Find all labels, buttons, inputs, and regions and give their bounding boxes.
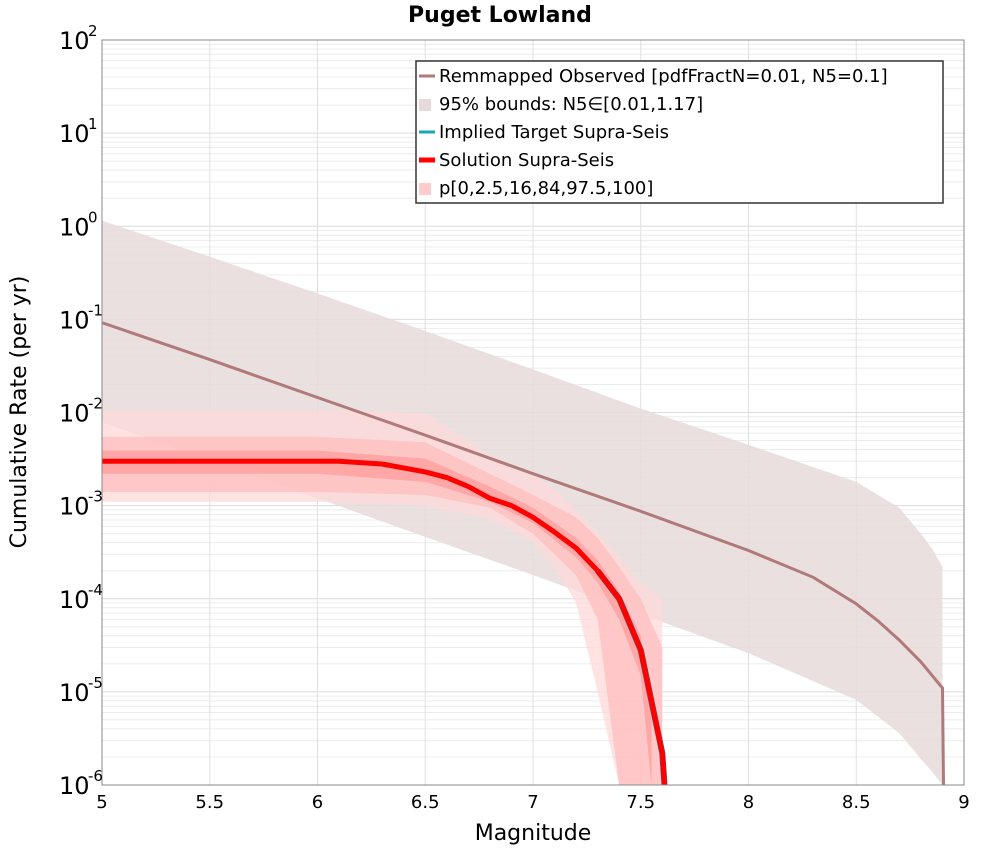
y-tick-base: 10 <box>59 27 90 55</box>
y-tick-base: 10 <box>59 586 90 614</box>
legend-label: Implied Target Supra-Seis <box>439 122 669 143</box>
y-tick-exponent: -5 <box>88 674 103 692</box>
y-tick-label: 10-4 <box>59 581 103 614</box>
y-tick-base: 10 <box>59 493 90 521</box>
observed-line <box>102 321 945 785</box>
y-tick-base: 10 <box>59 120 90 148</box>
y-axis-label: Cumulative Rate (per yr) <box>7 276 32 549</box>
x-tick-label: 6 <box>312 792 323 813</box>
legend-label: Remmapped Observed [pdfFractN=0.01, N5=0… <box>439 66 888 87</box>
y-tick-base: 10 <box>59 400 90 428</box>
chart-title: Puget Lowland <box>408 3 592 28</box>
solution-band-p2.5-97.5 <box>102 436 663 785</box>
y-tick-base: 10 <box>59 679 90 707</box>
legend-swatch <box>419 183 431 195</box>
x-axis-ticks: 5 5.5 6 6.5 7 7.5 8 8.5 9 <box>96 792 969 813</box>
y-tick-label: 102 <box>59 22 98 55</box>
y-tick-exponent: 2 <box>88 22 98 40</box>
plot-frame <box>101 39 965 786</box>
plot-content <box>102 220 945 785</box>
y-tick-label: 100 <box>59 208 98 241</box>
x-tick-label: 7 <box>527 792 538 813</box>
solution-line <box>102 458 667 785</box>
x-tick-label: 6.5 <box>411 792 440 813</box>
x-axis-label: Magnitude <box>475 821 592 846</box>
x-tick-label: 9 <box>958 792 969 813</box>
y-tick-exponent: -2 <box>88 395 103 413</box>
y-tick-label: 10-6 <box>59 767 103 800</box>
y-tick-label: 10-3 <box>59 488 103 521</box>
x-tick-label: 8 <box>743 792 754 813</box>
y-tick-exponent: -3 <box>88 488 103 506</box>
y-tick-exponent: 0 <box>88 208 98 226</box>
x-tick-label: 5 <box>96 792 107 813</box>
y-tick-label: 10-1 <box>59 301 103 334</box>
y-tick-exponent: -1 <box>88 301 103 319</box>
x-tick-label: 7.5 <box>626 792 655 813</box>
legend-label: p[0,2.5,16,84,97.5,100] <box>439 178 653 199</box>
y-tick-label: 10-5 <box>59 674 103 707</box>
legend-box <box>415 60 944 204</box>
y-tick-exponent: -6 <box>88 767 103 785</box>
y-tick-base: 10 <box>59 213 90 241</box>
y-tick-label: 10-2 <box>59 395 103 428</box>
x-tick-label: 5.5 <box>195 792 224 813</box>
y-tick-label: 101 <box>59 115 98 148</box>
y-tick-exponent: -4 <box>88 581 103 599</box>
legend-label: 95% bounds: N5∈[0.01,1.17] <box>439 94 703 115</box>
legend-swatch <box>419 99 431 111</box>
legend-label: Solution Supra-Seis <box>439 150 614 171</box>
y-tick-exponent: 1 <box>88 115 98 133</box>
x-tick-label: 8.5 <box>842 792 871 813</box>
legend: Remmapped Observed [pdfFractN=0.01, N5=0… <box>415 60 944 204</box>
y-tick-base: 10 <box>59 772 90 800</box>
y-tick-base: 10 <box>59 306 90 334</box>
